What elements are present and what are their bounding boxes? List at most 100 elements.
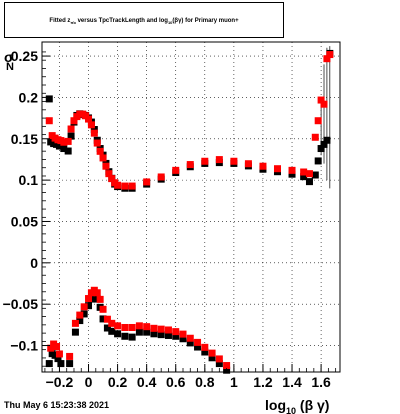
data-point-red (128, 323, 136, 331)
data-point-red (71, 319, 79, 327)
data-point-red (194, 338, 202, 346)
data-point-red (300, 168, 308, 176)
data-point-red (143, 323, 151, 331)
data-point-red (326, 51, 334, 59)
data-point-red (96, 295, 104, 303)
data-point-red (99, 305, 107, 313)
data-point-red (105, 170, 113, 178)
data-point-black (60, 145, 68, 153)
data-point-black (121, 332, 129, 340)
x-tick-label: 1 (230, 374, 238, 390)
data-point-black (135, 328, 143, 336)
data-point-black (150, 330, 158, 338)
data-point-black (305, 178, 313, 186)
data-point-red (150, 324, 158, 332)
y-tick-label: 0 (30, 255, 38, 271)
axis-ticks: −0.2 0 0.2 0.4 0.6 0.8 1 1.2 1.4 1.6 −0.1 −0.05 0 0.0… (3, 48, 337, 390)
data-point-black (172, 332, 180, 340)
y-tick-label: −0.05 (3, 296, 39, 312)
data-point-black (67, 132, 75, 140)
data-point-red (244, 160, 252, 168)
data-point-red (108, 175, 116, 183)
data-point-red (317, 96, 325, 104)
data-point-black (128, 333, 136, 341)
y-tick-label: 0.05 (11, 213, 38, 229)
data-point-red (288, 166, 296, 174)
data-point-red (172, 328, 180, 336)
x-tick-label: 0.4 (137, 374, 157, 390)
data-point-black (90, 126, 98, 134)
data-point-red (70, 117, 78, 125)
y-tick-label: 0.15 (11, 131, 38, 147)
data-point-black (45, 360, 53, 368)
data-point-black (320, 140, 328, 148)
data-point-red (85, 295, 93, 303)
data-point-black (54, 355, 62, 363)
data-point-black (103, 324, 111, 332)
data-point-black (114, 330, 122, 338)
data-point-black (66, 360, 74, 368)
data-point-black (108, 327, 116, 335)
data-point-red (143, 178, 151, 186)
data-point-black (80, 310, 88, 318)
x-tick-label: 1.6 (311, 374, 331, 390)
timestamp-label: Thu May 6 15:23:38 2021 (4, 400, 110, 410)
data-point-red (85, 115, 93, 123)
x-axis-label: log10 (β γ) (265, 397, 329, 414)
data-point-red (208, 349, 216, 357)
y-tick-label: 0.25 (11, 48, 38, 64)
data-point-red (121, 182, 129, 190)
data-point-red (186, 334, 194, 342)
data-point-red (108, 319, 116, 327)
data-point-red (87, 121, 95, 129)
data-point-black (194, 343, 202, 351)
data-point-red (259, 162, 267, 170)
data-point-red (93, 289, 101, 297)
data-point-black (164, 331, 172, 339)
data-point-black (323, 136, 331, 144)
data-point-red (60, 138, 68, 146)
x-tick-label: 1.4 (282, 374, 302, 390)
data-point-red (201, 343, 209, 351)
data-point-red (230, 157, 238, 165)
data-point-black (85, 302, 93, 310)
data-point-red (128, 182, 136, 190)
data-point-red (157, 325, 165, 333)
data-point-red (64, 137, 72, 145)
data-point-red (47, 344, 55, 352)
data-point-black (300, 173, 308, 181)
data-point-red (93, 139, 101, 147)
data-point-red (114, 181, 122, 189)
data-point-red (311, 133, 319, 141)
data-point-red (55, 350, 63, 358)
data-point-black (317, 145, 325, 153)
data-point-black (76, 317, 84, 325)
data-point-red (53, 343, 61, 351)
data-point-red (99, 154, 107, 162)
data-point-red (223, 362, 231, 370)
data-point-red (80, 303, 88, 311)
data-point-red (323, 55, 331, 63)
data-point-black (208, 354, 216, 362)
data-point-red (273, 165, 281, 173)
data-point-red (215, 156, 223, 164)
chart-title: Fitted zπ̄ο versus TpcTrackLength and lo… (4, 2, 284, 38)
data-point-black (179, 335, 187, 343)
data-point-black (157, 331, 165, 339)
grid-lines (42, 42, 340, 372)
y-tick-label: 0.1 (19, 172, 39, 188)
x-tick-label: 1.2 (253, 374, 273, 390)
data-point-black (215, 360, 223, 368)
data-point-red (96, 147, 104, 155)
data-point-red (121, 323, 129, 331)
data-point-red (45, 117, 53, 125)
data-point-black (201, 348, 209, 356)
data-point-black (64, 147, 72, 155)
data-point-red (90, 129, 98, 137)
data-point-black (314, 157, 322, 165)
data-point-black (143, 328, 151, 336)
x-tick-label: 0.8 (195, 374, 215, 390)
x-tick-label: 0.6 (166, 374, 186, 390)
